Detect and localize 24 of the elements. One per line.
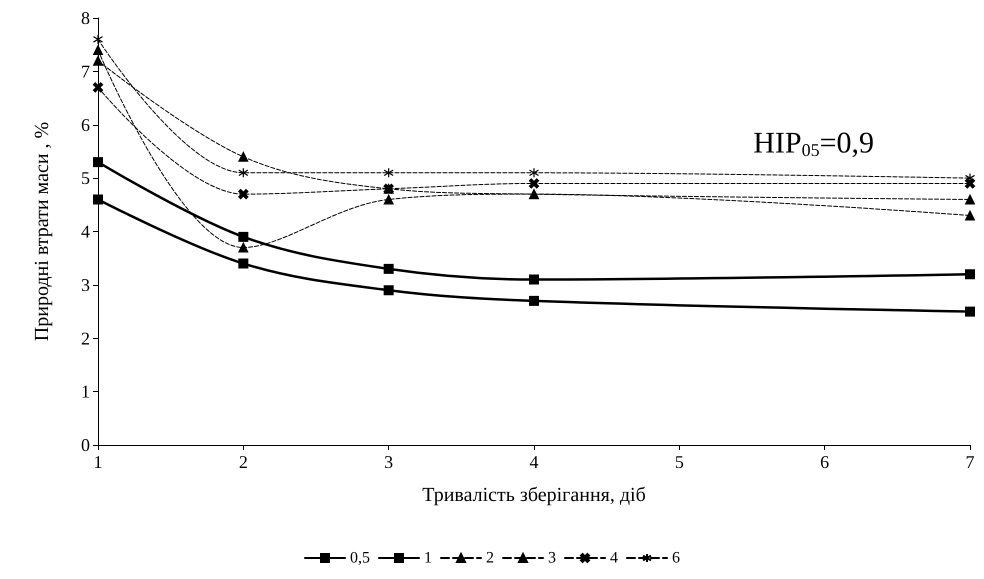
y-tick-label: 7 [81, 61, 90, 82]
y-tick-label: 2 [81, 328, 90, 348]
legend-label: 1 [424, 550, 432, 566]
x-tick-label: 1 [94, 452, 102, 472]
y-tick-label: 4 [81, 222, 90, 242]
y-tick-label: 5 [81, 168, 90, 188]
x-tick-label: 3 [384, 452, 394, 472]
y-tick-label: 3 [81, 274, 90, 295]
x-tick-label: 7 [966, 452, 974, 472]
legend-label: 2 [486, 550, 494, 566]
x-tick-label: 4 [530, 452, 538, 472]
x-tick-label: 2 [238, 452, 248, 472]
legend-label: 6 [672, 550, 680, 566]
y-tick-label: 0 [81, 435, 90, 455]
y-tick-label: 1 [81, 382, 90, 402]
y-axis-title: Природні втрати маси , % [31, 122, 53, 342]
legend-label: 0,5 [350, 550, 370, 566]
x-axis-title: Тривалість зберігання, діб [422, 484, 646, 506]
y-tick-label: 6 [81, 114, 90, 135]
x-tick-label: 5 [674, 452, 684, 472]
y-tick-label: 8 [81, 8, 90, 28]
legend-label: 4 [610, 550, 618, 566]
x-tick-label: 6 [820, 452, 830, 472]
legend-label: 3 [548, 550, 556, 566]
